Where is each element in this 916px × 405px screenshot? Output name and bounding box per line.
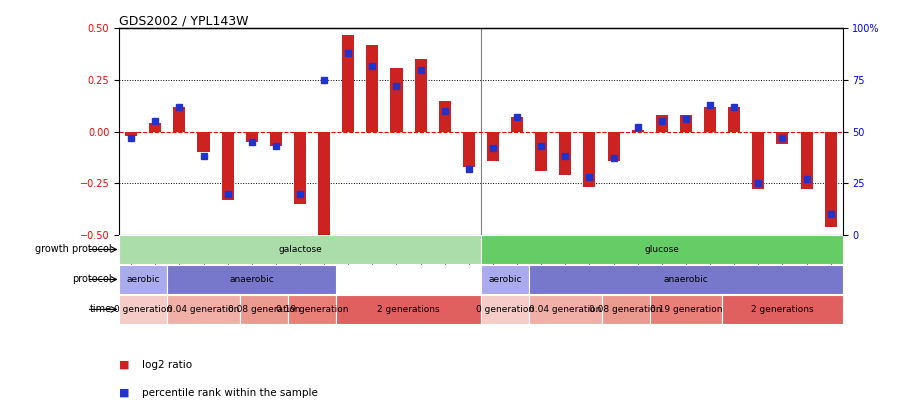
Text: GDS2002 / YPL143W: GDS2002 / YPL143W <box>119 14 248 27</box>
Bar <box>119 295 168 324</box>
Bar <box>607 132 619 160</box>
Text: 0.08 generation: 0.08 generation <box>589 305 662 314</box>
Bar <box>318 132 330 235</box>
Bar <box>728 107 740 132</box>
Bar <box>529 265 843 294</box>
Bar <box>270 132 282 146</box>
Text: ■: ■ <box>119 388 129 398</box>
Text: 0.08 generation: 0.08 generation <box>227 305 300 314</box>
Text: percentile rank within the sample: percentile rank within the sample <box>142 388 318 398</box>
Bar <box>125 132 137 136</box>
Bar <box>294 132 306 204</box>
Bar <box>366 45 378 132</box>
Bar <box>119 235 481 264</box>
Bar <box>777 132 789 144</box>
Bar <box>173 107 185 132</box>
Text: 0.19 generation: 0.19 generation <box>649 305 722 314</box>
Bar <box>529 295 602 324</box>
Text: 2 generations: 2 generations <box>377 305 440 314</box>
Text: 2 generations: 2 generations <box>751 305 813 314</box>
Bar <box>222 132 234 200</box>
Bar <box>336 295 481 324</box>
Text: 0.04 generation: 0.04 generation <box>529 305 602 314</box>
Bar <box>168 265 336 294</box>
Bar <box>535 132 547 171</box>
Text: time: time <box>90 305 112 314</box>
Bar <box>722 295 843 324</box>
Bar <box>481 235 843 264</box>
Bar <box>704 107 716 132</box>
Bar <box>240 295 288 324</box>
Text: anaerobic: anaerobic <box>663 275 708 284</box>
Bar <box>463 132 474 167</box>
Bar <box>602 295 649 324</box>
Bar <box>824 132 836 227</box>
Text: protocol: protocol <box>72 275 112 284</box>
Bar <box>487 132 499 160</box>
Text: 0.04 generation: 0.04 generation <box>168 305 240 314</box>
Bar <box>288 295 336 324</box>
Bar <box>168 295 240 324</box>
Bar <box>752 132 764 190</box>
Bar <box>415 59 427 132</box>
Bar <box>801 132 812 190</box>
Bar <box>649 295 722 324</box>
Bar <box>198 132 210 152</box>
Text: glucose: glucose <box>644 245 680 254</box>
Bar <box>560 132 572 175</box>
Bar <box>481 265 529 294</box>
Bar <box>680 115 692 132</box>
Bar <box>481 295 529 324</box>
Text: 0.19 generation: 0.19 generation <box>276 305 348 314</box>
Bar <box>390 68 402 132</box>
Text: aerobic: aerobic <box>126 275 160 284</box>
Text: anaerobic: anaerobic <box>229 275 274 284</box>
Bar <box>245 132 257 142</box>
Text: ■: ■ <box>119 360 129 369</box>
Text: galactose: galactose <box>278 245 322 254</box>
Bar <box>149 124 161 132</box>
Text: growth protocol: growth protocol <box>35 245 112 254</box>
Bar <box>511 117 523 132</box>
Bar <box>632 130 644 132</box>
Bar <box>119 265 168 294</box>
Text: 0 generation: 0 generation <box>476 305 534 314</box>
Bar <box>583 132 595 188</box>
Text: aerobic: aerobic <box>488 275 522 284</box>
Text: log2 ratio: log2 ratio <box>142 360 192 369</box>
Bar <box>343 34 354 132</box>
Bar <box>656 115 668 132</box>
Text: 0 generation: 0 generation <box>114 305 172 314</box>
Bar <box>439 100 451 132</box>
